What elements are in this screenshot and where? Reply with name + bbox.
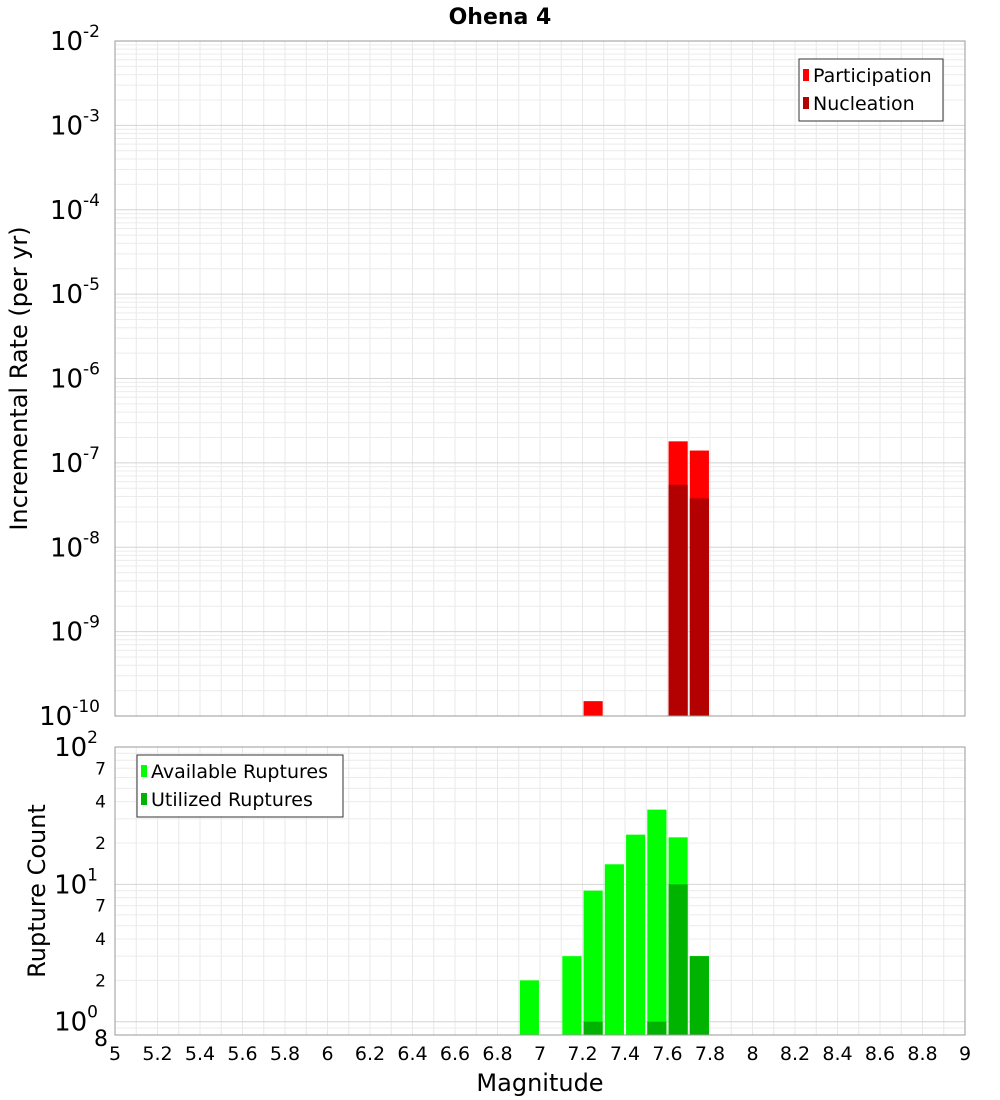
bottom-y-tick-label: 102 xyxy=(54,728,98,763)
legend-swatch xyxy=(141,765,147,777)
top-y-tick-label: 10-5 xyxy=(50,275,100,310)
bottom-bar-available-ruptures xyxy=(562,956,582,1035)
x-tick-label: 6.2 xyxy=(355,1043,385,1065)
bottom-y-minor-tick-label: 4 xyxy=(95,793,106,813)
bottom-bar-utilized-ruptures xyxy=(583,1021,603,1035)
top-y-tick-label: 10-7 xyxy=(50,444,100,479)
x-tick-label: 5.2 xyxy=(142,1043,172,1065)
bottom-panel-bars xyxy=(519,809,709,1035)
x-tick-label: 8 xyxy=(746,1043,758,1065)
bottom-y-minor-tick-label: 2 xyxy=(95,834,106,854)
x-tick-label: 5.4 xyxy=(185,1043,215,1065)
top-bar-nucleation xyxy=(689,498,709,716)
legend-entry-label: Available Ruptures xyxy=(151,761,328,783)
x-axis-label: Magnitude xyxy=(476,1069,603,1097)
x-tick-label: 8.2 xyxy=(780,1043,810,1065)
x-tick-label: 7 xyxy=(534,1043,546,1065)
top-y-tick-label: 10-10 xyxy=(39,697,100,732)
x-tick-label: 6 xyxy=(321,1043,333,1065)
legend-box xyxy=(136,754,344,818)
x-tick-label: 7.8 xyxy=(695,1043,725,1065)
bottom-y-minor-tick-label: 7 xyxy=(95,897,106,917)
x-tick-label: 5.6 xyxy=(227,1043,257,1065)
bottom-bar-available-ruptures xyxy=(583,890,603,1035)
x-tick-label: 6.6 xyxy=(440,1043,470,1065)
top-panel-grid xyxy=(114,40,966,717)
bottom-panel-frame xyxy=(114,746,966,1036)
top-panel: 10-2 10-3 10-4 10-5 10-6 10-7 10-8 10-9 10-10 In… xyxy=(5,22,966,732)
bottom-panel-legend: Available Ruptures Utilized Ruptures xyxy=(136,754,344,818)
bottom-y-minor-tick-label: 2 xyxy=(95,971,106,991)
x-tick-label: 9 xyxy=(959,1043,971,1065)
bottom-panel-y-ticks: 102 101 100 7 4 2 7 4 2 8 xyxy=(54,728,108,1052)
bottom-bar-available-ruptures xyxy=(626,834,646,1035)
bottom-bar-available-ruptures xyxy=(604,864,624,1035)
x-tick-label: 8.8 xyxy=(907,1043,937,1065)
bottom-panel-x-ticks: 5 5.2 5.4 5.6 5.8 6 6.2 6.4 6.6 6.8 7 7.2 7.4 7.6 7.8 8… xyxy=(109,1043,971,1065)
x-tick-label: 7.6 xyxy=(652,1043,682,1065)
x-tick-label: 7.4 xyxy=(610,1043,640,1065)
legend-swatch xyxy=(803,69,809,81)
bottom-y-tick-label: 100 xyxy=(54,1003,98,1038)
bottom-bar-utilized-ruptures xyxy=(647,1021,667,1035)
legend-entry-label: Participation xyxy=(813,65,932,87)
top-panel-frame xyxy=(114,40,966,717)
top-y-tick-label: 10-2 xyxy=(50,22,100,57)
legend-entry-label: Utilized Ruptures xyxy=(151,789,313,811)
legend-swatch xyxy=(141,793,147,805)
legend-entry-label: Nucleation xyxy=(813,93,915,115)
top-y-tick-label: 10-6 xyxy=(50,360,100,395)
bottom-panel-y-axis-label: Rupture Count xyxy=(23,804,51,978)
top-y-tick-label: 10-9 xyxy=(50,613,100,648)
top-bar-nucleation xyxy=(668,484,688,716)
bottom-bar-available-ruptures xyxy=(519,980,539,1035)
top-panel-y-axis-label: Incremental Rate (per yr) xyxy=(5,226,33,530)
bottom-y-minor-tick-label: 4 xyxy=(95,930,106,950)
bottom-y-tick-label: 101 xyxy=(54,865,98,900)
x-tick-label: 6.8 xyxy=(482,1043,512,1065)
top-bar-participation xyxy=(583,701,603,716)
bottom-bar-utilized-ruptures xyxy=(668,884,688,1035)
legend-swatch xyxy=(803,97,809,109)
legend-box xyxy=(798,58,944,122)
chart-title: Ohena 4 xyxy=(449,5,552,30)
x-tick-label: 6.4 xyxy=(397,1043,427,1065)
x-tick-label: 8.4 xyxy=(822,1043,852,1065)
bottom-panel: 102 101 100 7 4 2 7 4 2 8 5 5.2 5.4 5.6 5.8 6 6.2 6.4 6.6… xyxy=(23,728,971,1097)
x-tick-label: 7.2 xyxy=(567,1043,597,1065)
top-y-tick-label: 10-3 xyxy=(50,106,100,141)
x-tick-label: 5 xyxy=(109,1043,121,1065)
bottom-y-minor-tick-label: 7 xyxy=(95,759,106,779)
top-panel-bars xyxy=(583,441,709,716)
top-panel-legend: Participation Nucleation xyxy=(798,58,944,122)
top-y-tick-label: 10-8 xyxy=(50,528,100,563)
bottom-bar-available-ruptures xyxy=(647,809,667,1035)
x-tick-label: 8.6 xyxy=(865,1043,895,1065)
x-tick-label: 5.8 xyxy=(270,1043,300,1065)
top-y-tick-label: 10-4 xyxy=(50,191,100,226)
bottom-bar-utilized-ruptures xyxy=(689,956,709,1035)
bottom-y-minor-tick-label: 8 xyxy=(94,1027,108,1052)
top-panel-y-ticks: 10-2 10-3 10-4 10-5 10-6 10-7 10-8 10-9 10-10 xyxy=(39,22,100,732)
